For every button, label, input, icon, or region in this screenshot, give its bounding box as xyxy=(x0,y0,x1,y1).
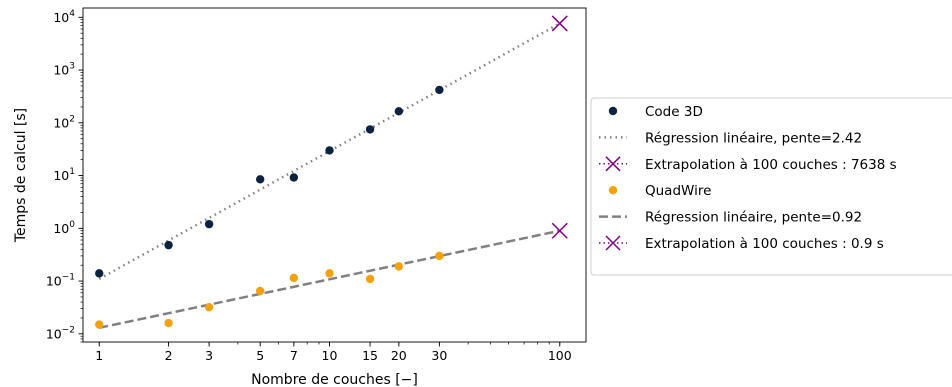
data-point-0-0 xyxy=(95,269,104,278)
x-tick-label: 100 xyxy=(548,348,572,363)
plot-area xyxy=(95,15,568,330)
data-point-0-3 xyxy=(255,175,265,184)
legend-label: Extrapolation à 100 couches : 7638 s xyxy=(645,157,897,173)
data-point-3-7 xyxy=(394,262,404,271)
data-point-0-8 xyxy=(435,85,444,95)
legend-marker xyxy=(605,156,621,172)
data-point-3-3 xyxy=(255,286,265,296)
legend-label: Extrapolation à 100 couches : 0.9 s xyxy=(645,236,884,252)
plot-frame xyxy=(82,7,587,343)
legend-label: QuadWire xyxy=(645,183,711,199)
data-point-3-1 xyxy=(164,318,173,328)
data-point-0-6 xyxy=(365,125,375,134)
data-point-0-5 xyxy=(325,146,334,155)
x-axis-label: Nombre de couches [−] xyxy=(251,372,418,387)
data-point-0-2 xyxy=(204,219,214,229)
y-tick-label: 10−1 xyxy=(46,273,75,289)
data-point-0-7 xyxy=(394,107,404,116)
legend-entry: Code 3D xyxy=(608,104,703,120)
legend-label: Régression linéaire, pente=0.92 xyxy=(645,210,862,226)
data-point-3-8 xyxy=(435,251,444,261)
x-tick-label: 7 xyxy=(290,348,298,363)
legend-entry: Extrapolation à 100 couches : 0.9 s xyxy=(599,235,884,252)
data-point-3-0 xyxy=(95,320,104,329)
x-tick-label: 30 xyxy=(431,348,447,363)
x-tick-label: 5 xyxy=(256,348,264,363)
legend-entry: QuadWire xyxy=(608,183,711,199)
legend-entry: Régression linéaire, pente=0.92 xyxy=(599,210,862,226)
legend-entry: Extrapolation à 100 couches : 7638 s xyxy=(599,156,897,173)
legend-box xyxy=(590,97,952,276)
x-tick-label: 3 xyxy=(205,348,213,363)
x-tick-label: 20 xyxy=(391,348,407,363)
legend-label: Code 3D xyxy=(645,104,703,120)
y-tick-label: 102 xyxy=(53,114,75,130)
legend: Code 3D Régression linéaire, pente=2.42 Ex… xyxy=(590,97,952,276)
y-tick-label: 104 xyxy=(53,9,75,25)
legend-marker xyxy=(605,235,621,251)
data-point-3-2 xyxy=(204,302,214,312)
legend-label: Régression linéaire, pente=2.42 xyxy=(645,130,862,146)
x-tick-label: 2 xyxy=(165,348,173,363)
x-tick-label: 1 xyxy=(95,348,103,363)
x-tick-label: 10 xyxy=(322,348,338,363)
data-point-3-6 xyxy=(365,274,375,284)
y-tick-label: 10−2 xyxy=(46,325,75,341)
regression-line-4 xyxy=(98,229,561,330)
extrapolation-marker-5 xyxy=(551,222,568,239)
data-point-3-5 xyxy=(325,269,334,278)
y-tick-label: 100 xyxy=(53,220,75,236)
x-tick-label: 15 xyxy=(362,348,378,363)
y-tick-label: 103 xyxy=(53,62,75,78)
extrapolation-marker-2 xyxy=(551,15,568,32)
data-point-0-1 xyxy=(164,240,173,250)
y-axis-label: Temps de calcul [s] xyxy=(13,108,29,243)
data-point-0-4 xyxy=(289,173,299,182)
axes: 1 2 3 5 7 10 15 20 30 100 10−2 10−1 100 101 102 103 104 N… xyxy=(13,7,587,387)
legend-marker xyxy=(608,186,618,195)
y-tick-label: 101 xyxy=(53,167,75,183)
legend-entry: Régression linéaire, pente=2.42 xyxy=(599,130,862,146)
data-point-3-4 xyxy=(289,273,299,283)
legend-marker xyxy=(608,106,618,116)
